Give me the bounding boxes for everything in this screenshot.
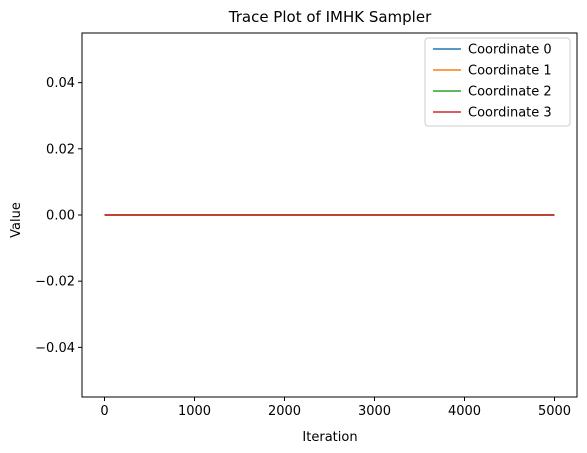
y-axis-title: Value bbox=[9, 202, 24, 238]
chart-title: Trace Plot of IMHK Sampler bbox=[228, 8, 432, 26]
x-tick-label: 1000 bbox=[178, 404, 211, 419]
y-tick-label: −0.04 bbox=[35, 341, 75, 356]
x-axis-title: Iteration bbox=[302, 430, 357, 445]
x-tick-label: 5000 bbox=[538, 404, 571, 419]
x-tick-label: 2000 bbox=[268, 404, 301, 419]
x-tick-label: 3000 bbox=[358, 404, 391, 419]
legend-label-0: Coordinate 0 bbox=[468, 43, 552, 58]
plot-area: 0 1000 2000 3000 4000 5000 −0.04 −0.02 0.00 0.02 0… bbox=[35, 32, 578, 419]
y-tick-label: 0.00 bbox=[46, 209, 75, 224]
legend-box bbox=[424, 37, 571, 127]
legend-label-3: Coordinate 3 bbox=[468, 106, 552, 121]
y-tick-label: −0.02 bbox=[35, 275, 75, 290]
x-tick-label: 0 bbox=[100, 404, 108, 419]
legend-label-1: Coordinate 1 bbox=[468, 64, 552, 79]
y-tick-label: 0.04 bbox=[46, 76, 75, 91]
y-tick-label: 0.02 bbox=[46, 142, 75, 157]
legend: Coordinate 0 Coordinate 1 Coordinate 2 Coor… bbox=[424, 37, 571, 127]
legend-label-2: Coordinate 2 bbox=[468, 85, 552, 100]
x-tick-label: 4000 bbox=[448, 404, 481, 419]
